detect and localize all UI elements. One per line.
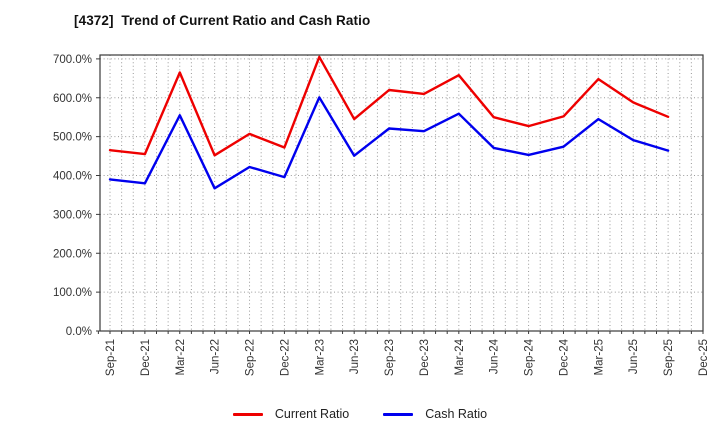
y-tick-label: 600.0% xyxy=(53,93,92,105)
y-tick-label: 100.0% xyxy=(53,287,92,299)
y-tick-label: 0.0% xyxy=(66,326,92,338)
chart-title: [4372] Trend of Current Ratio and Cash R… xyxy=(74,13,371,28)
current-ratio-line xyxy=(108,55,670,157)
x-tick-labels: Sep-21 Dec-21 Mar-22 Jun-22 Sep-22 Dec-22 Mar-… xyxy=(105,338,710,376)
plot-border xyxy=(99,54,704,332)
x-tick-label: Dec-22 xyxy=(279,339,291,376)
x-tick-label: Sep-21 xyxy=(105,339,117,376)
cash-ratio-line xyxy=(108,96,670,190)
x-tick-label: Dec-25 xyxy=(698,339,710,376)
x-tick-label: Jun-25 xyxy=(628,339,640,374)
y-gridlines: 0.0% 100.0% 200.0% 300.0% 400.0% 500.0% 600.0%… xyxy=(53,54,703,338)
current-ratio-label: Current Ratio xyxy=(274,407,350,421)
y-tick-label: 300.0% xyxy=(53,209,92,221)
x-tick-label: Sep-23 xyxy=(384,339,396,376)
current-ratio-swatch xyxy=(232,412,263,416)
y-tick-label: 200.0% xyxy=(53,248,92,260)
y-tick-label: 500.0% xyxy=(53,132,92,144)
x-tick-label: Jun-23 xyxy=(349,339,361,374)
x-tick-label: Dec-21 xyxy=(140,339,152,376)
legend-item-current-ratio: Current Ratio xyxy=(232,406,350,422)
x-tick-label: Sep-22 xyxy=(245,339,257,376)
x-tick-label: Mar-23 xyxy=(314,339,326,375)
y-tick-label: 400.0% xyxy=(53,171,92,183)
cash-ratio-swatch xyxy=(383,412,414,416)
x-tick-label: Jun-22 xyxy=(210,339,222,374)
x-tick-label: Mar-22 xyxy=(175,339,187,375)
legend-item-cash-ratio: Cash Ratio xyxy=(383,406,487,422)
x-tick-label: Sep-24 xyxy=(524,338,536,376)
x-tick-label: Dec-23 xyxy=(419,339,431,376)
legend: Current Ratio Cash Ratio xyxy=(0,406,720,422)
x-tick-label: Mar-24 xyxy=(454,338,466,375)
cash-ratio-label: Cash Ratio xyxy=(425,407,488,421)
x-tick-label: Sep-25 xyxy=(663,339,675,376)
x-tick-label: Mar-25 xyxy=(593,339,605,375)
x-tick-label: Jun-24 xyxy=(489,338,501,374)
x-tick-label: Dec-24 xyxy=(558,338,570,376)
y-tick-label: 700.0% xyxy=(53,54,92,66)
